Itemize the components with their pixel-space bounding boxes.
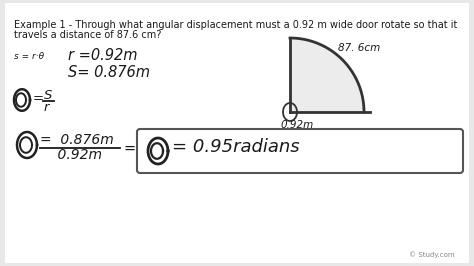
Text: =: =	[124, 141, 136, 156]
Polygon shape	[290, 38, 364, 112]
Text: r: r	[44, 101, 49, 114]
Text: 0.92m: 0.92m	[40, 148, 102, 162]
Text: Example 1 - Through what angular displacement must a 0.92 m wide door rotate so : Example 1 - Through what angular displac…	[14, 20, 457, 30]
Text: s = r·θ: s = r·θ	[14, 52, 44, 61]
Text: = 0.95radians: = 0.95radians	[172, 138, 300, 156]
FancyBboxPatch shape	[137, 129, 463, 173]
Text: 87. 6cm: 87. 6cm	[338, 43, 380, 53]
Text: © Study.com: © Study.com	[410, 251, 455, 258]
Text: S= 0.876m: S= 0.876m	[68, 65, 150, 80]
Text: S: S	[44, 89, 52, 102]
Text: r =0.92m: r =0.92m	[68, 48, 137, 63]
Text: travels a distance of 87.6 cm?: travels a distance of 87.6 cm?	[14, 30, 161, 40]
Text: 0.92m: 0.92m	[280, 120, 313, 130]
Text: =: =	[33, 92, 44, 105]
Text: =  0.876m: = 0.876m	[40, 133, 114, 147]
